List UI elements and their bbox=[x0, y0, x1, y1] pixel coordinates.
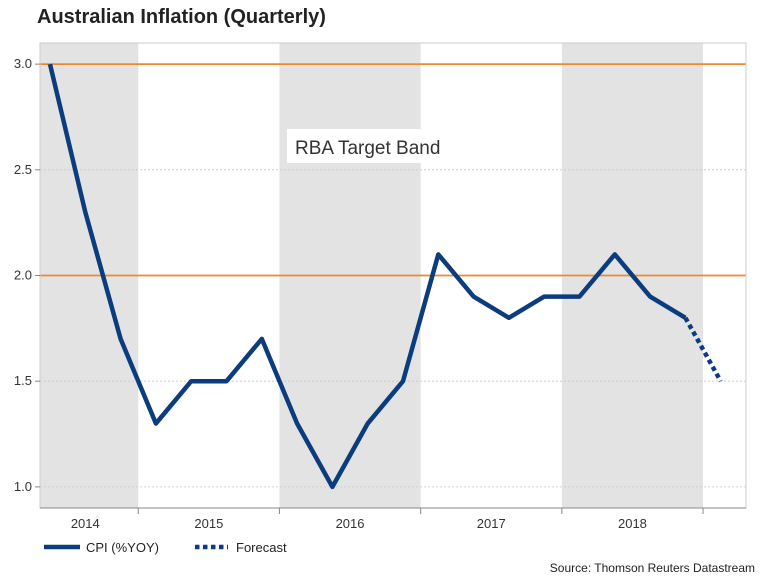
ytick-label: 1.5 bbox=[14, 373, 32, 388]
x-tick-label: 2015 bbox=[194, 516, 223, 531]
forecast-line bbox=[683, 316, 723, 383]
legend: CPI (%YOY) Forecast bbox=[44, 540, 287, 555]
target-band-label-text: RBA Target Band bbox=[295, 138, 440, 159]
ytick-label: 2.5 bbox=[14, 162, 32, 177]
x-tick-label: 2018 bbox=[618, 516, 647, 531]
legend-label-forecast: Forecast bbox=[236, 540, 287, 555]
x-tick-label: 2016 bbox=[336, 516, 365, 531]
ytick-label: 1.0 bbox=[14, 479, 32, 494]
ytick-label: 2.0 bbox=[14, 268, 32, 283]
target-band-lines bbox=[40, 63, 746, 277]
cpi-line bbox=[47, 63, 687, 490]
x-tick-label: 2017 bbox=[477, 516, 506, 531]
target-band-label: RBA Target Band bbox=[287, 129, 471, 163]
legend-label-cpi: CPI (%YOY) bbox=[86, 540, 159, 555]
series bbox=[47, 63, 723, 490]
y-axis: 1.0 1.5 2.0 2.5 3.0 bbox=[14, 56, 40, 494]
x-tick-label: 2014 bbox=[71, 516, 100, 531]
target-band-label-bg bbox=[287, 129, 471, 163]
ytick-label: 3.0 bbox=[14, 56, 32, 71]
source-note: Source: Thomson Reuters Datastream bbox=[550, 561, 755, 575]
x-axis: 2014 2015 2016 2017 2018 bbox=[40, 507, 746, 531]
chart-title: Australian Inflation (Quarterly) bbox=[37, 6, 326, 28]
